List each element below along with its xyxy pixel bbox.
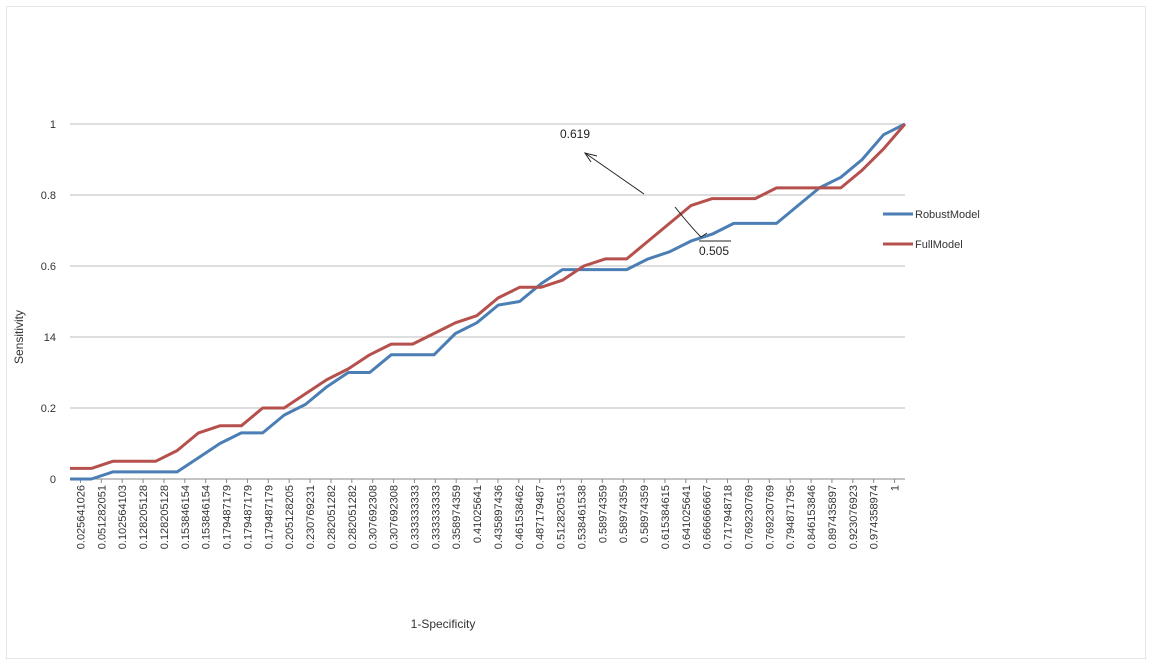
gridlines [70, 123, 905, 480]
x-tick-label: 0.358974359 [451, 485, 463, 549]
x-tick-label: 0.794871795 [785, 485, 797, 549]
x-tick-label: 0.230769231 [305, 485, 317, 549]
annotation-label-0619: 0.619 [560, 127, 590, 141]
x-tick-label: 0.58974359 [639, 485, 651, 543]
annotation-arrowhead-0619 [583, 152, 598, 163]
y-axis-ticks: 0 0.2 14 0.6 0.8 1 [41, 119, 56, 486]
annotation-label-0505: 0.505 [699, 244, 729, 258]
chart-frame: 0 0.2 14 0.6 0.8 1 0.025641026 0.051282051 0.10… [6, 6, 1146, 659]
x-tick-label: 0.333333333 [409, 485, 421, 549]
roc-chart: 0 0.2 14 0.6 0.8 1 0.025641026 0.051282051 0.10… [12, 119, 980, 631]
x-tick-label: 0.461538462 [514, 485, 526, 549]
legend-label-robustmodel: RobustModel [915, 209, 980, 221]
y-tick-label: 14 [44, 332, 56, 344]
x-tick-label: 0.717948718 [723, 485, 735, 549]
x-tick-label: 0.974358974 [869, 485, 881, 549]
x-tick-label: 0.153846154 [201, 485, 213, 549]
x-tick-label: 0.769230769 [743, 485, 755, 549]
x-tick-label: 0.923076923 [848, 485, 860, 549]
x-tick-label: 0.41025641 [472, 485, 484, 543]
x-tick-label: 0.025641026 [75, 485, 87, 549]
x-tick-label: 0.897435897 [827, 485, 839, 549]
x-tick-label: 0.58974359 [618, 485, 630, 543]
annotations: 0.619 0.505 [560, 127, 731, 258]
x-tick-label: 1 [890, 485, 902, 491]
series-lines [70, 122, 907, 481]
x-tick-label: 0.179487179 [263, 485, 275, 549]
series-line-fullmodel [70, 123, 907, 470]
x-tick-label: 0.205128205 [284, 485, 296, 549]
x-tick-label: 0.666666667 [702, 485, 714, 549]
x-tick-label: 0.153846154 [180, 485, 192, 549]
y-tick-label: 0 [50, 474, 56, 486]
x-tick-label: 0.641025641 [681, 485, 693, 549]
x-tick-label: 0.487179487 [535, 485, 547, 549]
annotation-arrow-0619 [584, 152, 645, 195]
series-line-robustmodel [70, 122, 906, 481]
legend: RobustModel FullModel [883, 209, 980, 251]
x-tick-label: 0.282051282 [326, 485, 338, 549]
x-tick-label: 0.307692308 [368, 485, 380, 549]
x-tick-label: 0.282051282 [347, 485, 359, 549]
x-tick-label: 0.307692308 [389, 485, 401, 549]
x-tick-label: 0.051282051 [96, 485, 108, 549]
x-tick-label: 0.333333333 [430, 485, 442, 549]
x-tick-label: 0.512820513 [556, 485, 568, 549]
annotation-arrow-0505 [674, 206, 708, 238]
x-tick-label: 0.538461538 [576, 485, 588, 549]
x-tick-label: 0.128205128 [159, 485, 171, 549]
x-tick-label: 0.435897436 [493, 485, 505, 549]
x-tick-label: 0.769230769 [764, 485, 776, 549]
x-tick-label: 0.58974359 [597, 485, 609, 543]
legend-label-fullmodel: FullModel [915, 239, 963, 251]
y-tick-label: 0.8 [41, 190, 56, 202]
x-axis-ticks: 0.025641026 0.051282051 0.102564103 0.12820… [75, 479, 902, 549]
x-tick-label: 0.128205128 [138, 485, 150, 549]
x-tick-label: 0.615384615 [660, 485, 672, 549]
x-tick-label: 0.846153846 [806, 485, 818, 549]
y-tick-label: 0.6 [41, 261, 56, 273]
x-tick-label: 0.179487179 [242, 485, 254, 549]
y-tick-label: 1 [50, 119, 56, 131]
y-tick-label: 0.2 [41, 403, 56, 415]
x-axis-title: 1-Specificity [411, 617, 476, 631]
y-axis-title: Sensitivity [12, 310, 26, 364]
x-tick-label: 0.102564103 [117, 485, 129, 549]
x-tick-label: 0.179487179 [222, 485, 234, 549]
